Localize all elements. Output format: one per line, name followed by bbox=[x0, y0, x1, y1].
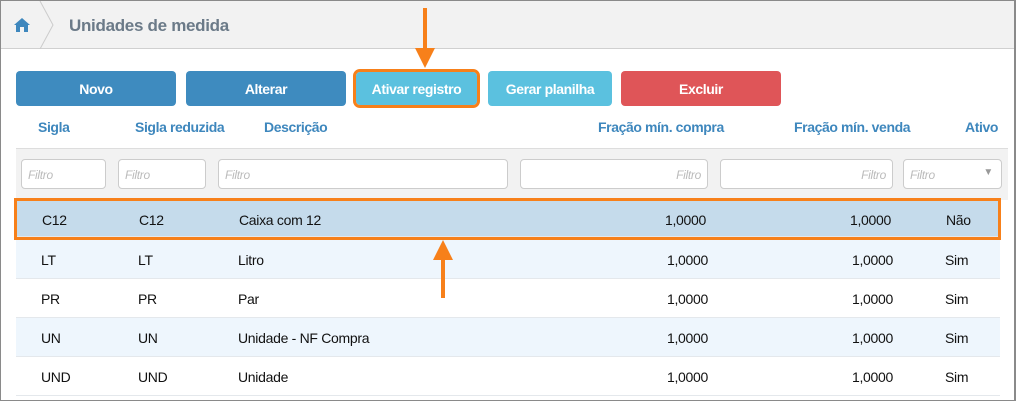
cell-compra: 1,0000 bbox=[666, 291, 708, 307]
cell-reduzida: UN bbox=[138, 330, 158, 346]
filter-descricao-input[interactable]: Filtro bbox=[218, 159, 508, 189]
column-header-sigla-reduzida[interactable]: Sigla reduzida bbox=[135, 119, 225, 135]
cell-ativo: Sim bbox=[945, 330, 969, 346]
cell-descricao: Unidade bbox=[238, 369, 289, 385]
cell-ativo: Não bbox=[946, 212, 971, 228]
cell-venda: 1,0000 bbox=[851, 252, 893, 268]
cell-reduzida: PR bbox=[138, 291, 157, 307]
cell-sigla: C12 bbox=[42, 212, 67, 228]
cell-venda: 1,0000 bbox=[849, 212, 891, 228]
filter-fracao-compra-input[interactable]: Filtro bbox=[520, 159, 708, 189]
page-title: Unidades de medida bbox=[69, 16, 229, 35]
table-row[interactable]: UND UND Unidade 1,0000 1,0000 Sim bbox=[16, 357, 1000, 396]
column-header-sigla[interactable]: Sigla bbox=[38, 119, 70, 135]
column-header-fracao-compra[interactable]: Fração mín. compra bbox=[598, 119, 724, 135]
cell-compra: 1,0000 bbox=[666, 252, 708, 268]
annotation-arrow-down-icon bbox=[415, 8, 435, 68]
excluir-button[interactable]: Excluir bbox=[621, 71, 781, 106]
cell-sigla: LT bbox=[41, 252, 56, 268]
cell-descricao: Unidade - NF Compra bbox=[238, 330, 370, 346]
breadcrumb-separator bbox=[39, 1, 54, 49]
column-header-ativo[interactable]: Ativo bbox=[965, 119, 999, 135]
cell-sigla: UN bbox=[41, 330, 61, 346]
ativar-registro-button[interactable]: Ativar registro bbox=[353, 69, 480, 108]
breadcrumb: Unidades de medida bbox=[1, 1, 1014, 49]
alterar-button[interactable]: Alterar bbox=[186, 71, 346, 106]
cell-venda: 1,0000 bbox=[851, 369, 893, 385]
chevron-down-icon: ▼ bbox=[983, 167, 993, 178]
cell-ativo: Sim bbox=[945, 252, 969, 268]
cell-sigla: PR bbox=[41, 291, 60, 307]
novo-button[interactable]: Novo bbox=[16, 71, 176, 106]
filter-row: Filtro Filtro Filtro Filtro Filtro Filtr… bbox=[16, 148, 1008, 200]
filter-ativo-value: Filtro bbox=[910, 168, 935, 182]
cell-ativo: Sim bbox=[945, 369, 969, 385]
cell-compra: 1,0000 bbox=[666, 330, 708, 346]
filter-sigla-input[interactable]: Filtro bbox=[21, 159, 106, 189]
cell-reduzida: LT bbox=[138, 252, 153, 268]
cell-descricao: Litro bbox=[238, 252, 264, 268]
table-row[interactable]: PR PR Par 1,0000 1,0000 Sim bbox=[16, 279, 1000, 318]
cell-sigla: UND bbox=[41, 369, 71, 385]
table-row[interactable]: C12 C12 Caixa com 12 1,0000 1,0000 Não bbox=[14, 198, 1001, 240]
column-header-descricao[interactable]: Descrição bbox=[264, 119, 328, 135]
cell-reduzida: C12 bbox=[139, 212, 164, 228]
cell-descricao: Par bbox=[238, 291, 259, 307]
cell-compra: 1,0000 bbox=[666, 369, 708, 385]
cell-reduzida: UND bbox=[138, 369, 168, 385]
filter-sigla-reduzida-input[interactable]: Filtro bbox=[118, 159, 206, 189]
cell-venda: 1,0000 bbox=[851, 330, 893, 346]
cell-ativo: Sim bbox=[945, 291, 969, 307]
cell-compra: 1,0000 bbox=[664, 212, 706, 228]
table-row[interactable]: UN UN Unidade - NF Compra 1,0000 1,0000 Sim bbox=[16, 318, 1000, 357]
column-header-fracao-venda[interactable]: Fração mín. venda bbox=[794, 119, 911, 135]
annotation-arrow-up-icon bbox=[433, 240, 453, 298]
table-row[interactable]: LT LT Litro 1,0000 1,0000 Sim bbox=[16, 240, 1000, 279]
cell-venda: 1,0000 bbox=[851, 291, 893, 307]
filter-ativo-select[interactable]: Filtro ▼ bbox=[903, 159, 1002, 189]
filter-fracao-venda-input[interactable]: Filtro bbox=[720, 159, 893, 189]
home-icon[interactable] bbox=[14, 18, 30, 32]
cell-descricao: Caixa com 12 bbox=[239, 212, 321, 228]
gerar-planilha-button[interactable]: Gerar planilha bbox=[488, 71, 612, 106]
